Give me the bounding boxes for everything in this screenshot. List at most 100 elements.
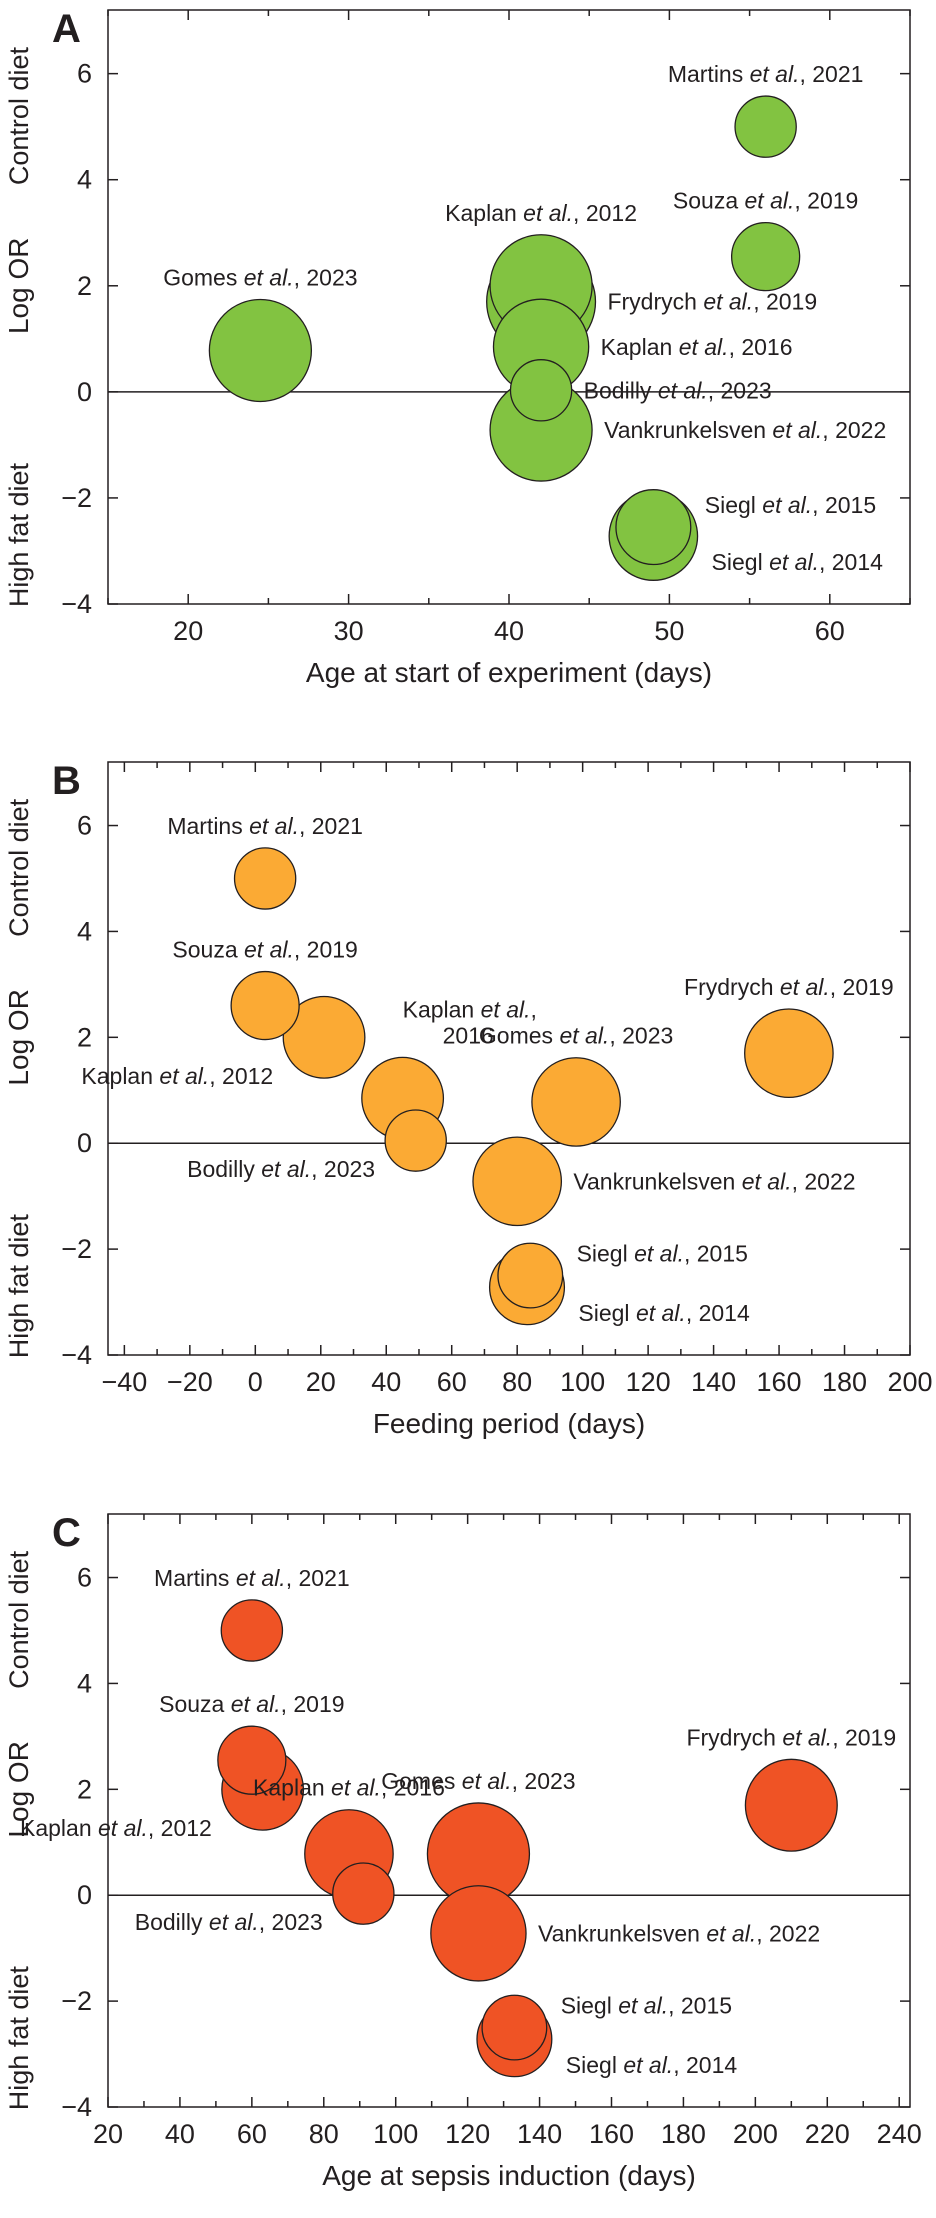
x-tick-label: 20 [173, 616, 203, 646]
bubble-frydrych-2019 [744, 1758, 838, 1852]
x-tick-label: 30 [334, 616, 364, 646]
y-tick-label: 2 [77, 271, 92, 301]
bubble-martins-2021 [233, 847, 297, 910]
bubble-vankrunkelsven-2022 [472, 1136, 563, 1227]
label-martins-2021: Martins et al., 2021 [668, 61, 864, 87]
label-souza-2019: Souza et al., 2019 [159, 1691, 344, 1717]
bubble-vankrunkelsven-2022 [430, 1885, 527, 1982]
label-souza-2019: Souza et al., 2019 [673, 188, 858, 214]
label-vankrunkelsven-2022: Vankrunkelsven et al., 2022 [538, 1920, 820, 1946]
label-frydrych-2019: Frydrych et al., 2019 [607, 289, 817, 315]
label-souza-2019: Souza et al., 2019 [172, 937, 357, 963]
bubble-gomes-2023 [531, 1057, 621, 1147]
y-tick-label: 4 [77, 1668, 92, 1698]
y-axis-title: Log OR [3, 989, 34, 1086]
x-tick-label: −40 [101, 1367, 147, 1397]
bubble-martins-2021 [220, 1599, 284, 1662]
bubble-martins-2021 [734, 95, 797, 158]
label-bodilly-2023: Bodilly et al., 2023 [135, 1909, 323, 1935]
x-tick-label: 60 [237, 2119, 267, 2149]
bubble-frydrych-2019 [744, 1008, 834, 1099]
x-tick-label: 140 [517, 2119, 562, 2149]
bubble-siegl-2015 [615, 489, 692, 566]
y-axis-title: Log OR [3, 1741, 34, 1838]
plot-frame [107, 1513, 911, 2108]
label-martins-2021: Martins et al., 2021 [167, 813, 363, 839]
label-kaplan-2012: Kaplan et al., 2012 [445, 200, 637, 226]
x-tick-label: 60 [815, 616, 845, 646]
y-tick-label: −4 [61, 589, 92, 619]
y-side-label-top: Control diet [4, 798, 34, 937]
y-tick-label: 4 [77, 165, 92, 195]
x-tick-label: 0 [248, 1367, 263, 1397]
x-tick-label: 20 [306, 1367, 336, 1397]
label-vankrunkelsven-2022: Vankrunkelsven et al., 2022 [604, 417, 886, 443]
label-vankrunkelsven-2022: Vankrunkelsven et al., 2022 [573, 1168, 855, 1194]
x-tick-label: 60 [437, 1367, 467, 1397]
label-gomes-2023: Gomes et al., 2023 [381, 1768, 575, 1794]
panel-letter: A [52, 7, 81, 51]
x-tick-label: −20 [167, 1367, 213, 1397]
y-tick-label: 6 [77, 59, 92, 89]
y-tick-label: −4 [61, 2092, 92, 2122]
label-kaplan-2016: Kaplan et al., 2016 [403, 996, 537, 1048]
label-kaplan-2012: Kaplan et al., 2012 [20, 1815, 212, 1841]
x-tick-label: 120 [626, 1367, 671, 1397]
y-tick-label: 0 [77, 377, 92, 407]
bubble-bodilly-2023 [509, 359, 573, 422]
x-tick-label: 200 [733, 2119, 778, 2149]
label-siegl-2014: Siegl et al., 2014 [566, 2052, 738, 2078]
x-tick-label: 100 [560, 1367, 605, 1397]
x-tick-label: 200 [887, 1367, 932, 1397]
x-tick-label: 180 [822, 1367, 867, 1397]
panel-c: −4 −2 0 2 4 6 20 40 60 80 100 120 140 160 180 200 220 240… [3, 1511, 922, 2191]
x-tick-label: 180 [661, 2119, 706, 2149]
y-side-label-bottom: High fat diet [4, 1966, 34, 2111]
x-tick-label: 160 [589, 2119, 634, 2149]
x-tick-label: 240 [877, 2119, 922, 2149]
label-siegl-2015: Siegl et al., 2015 [577, 1241, 748, 1267]
label-gomes-2023: Gomes et al., 2023 [479, 1023, 673, 1049]
label-siegl-2014: Siegl et al., 2014 [712, 549, 884, 575]
x-tick-label: 40 [494, 616, 524, 646]
y-tick-label: −2 [61, 483, 92, 513]
y-tick-label: 2 [77, 1022, 92, 1052]
panel-letter: C [52, 1511, 81, 1555]
bubble-souza-2019 [730, 221, 801, 292]
label-bodilly-2023: Bodilly et al., 2023 [187, 1156, 375, 1182]
y-tick-label: −4 [61, 1340, 92, 1370]
label-frydrych-2019: Frydrych et al., 2019 [686, 1724, 896, 1750]
x-axis-title: Age at sepsis induction (days) [322, 2160, 696, 2191]
label-martins-2021: Martins et al., 2021 [154, 1565, 350, 1591]
bubble-souza-2019 [217, 1725, 287, 1795]
y-tick-label: −2 [61, 1986, 92, 2016]
plot-frame [107, 761, 911, 1356]
y-axis-title: Log OR [3, 238, 34, 335]
y-tick-label: 6 [77, 811, 92, 841]
y-side-label-top: Control diet [4, 1550, 34, 1689]
label-kaplan-2016: Kaplan et al., 2016 [253, 1775, 445, 1801]
label-frydrych-2019: Frydrych et al., 2019 [684, 974, 894, 1000]
bubble-bodilly-2023 [332, 1862, 395, 1925]
x-tick-label: 50 [654, 616, 684, 646]
bubble-gomes-2023 [208, 298, 313, 403]
bubble-souza-2019 [230, 970, 300, 1041]
panel-letter: B [52, 759, 81, 803]
x-axis-title: Age at start of experiment (days) [306, 657, 712, 688]
bubble-siegl-2015 [481, 1994, 548, 2061]
bubble-siegl-2015 [497, 1242, 564, 1309]
y-tick-label: 0 [77, 1128, 92, 1158]
x-tick-label: 220 [805, 2119, 850, 2149]
x-tick-label: 160 [757, 1367, 802, 1397]
label-siegl-2015: Siegl et al., 2015 [705, 492, 876, 518]
panel-a: −4 −2 0 2 4 6 20 30 40 50 60 Age at start of experi… [3, 7, 911, 688]
y-side-label-bottom: High fat diet [4, 463, 34, 608]
label-kaplan-2016: Kaplan et al., 2016 [601, 334, 793, 360]
bubble-kaplan-2012 [282, 995, 366, 1079]
label-bodilly-2023: Bodilly et al., 2023 [584, 377, 772, 403]
x-tick-label: 20 [93, 2119, 123, 2149]
y-tick-label: −2 [61, 1234, 92, 1264]
y-tick-label: 6 [77, 1563, 92, 1593]
